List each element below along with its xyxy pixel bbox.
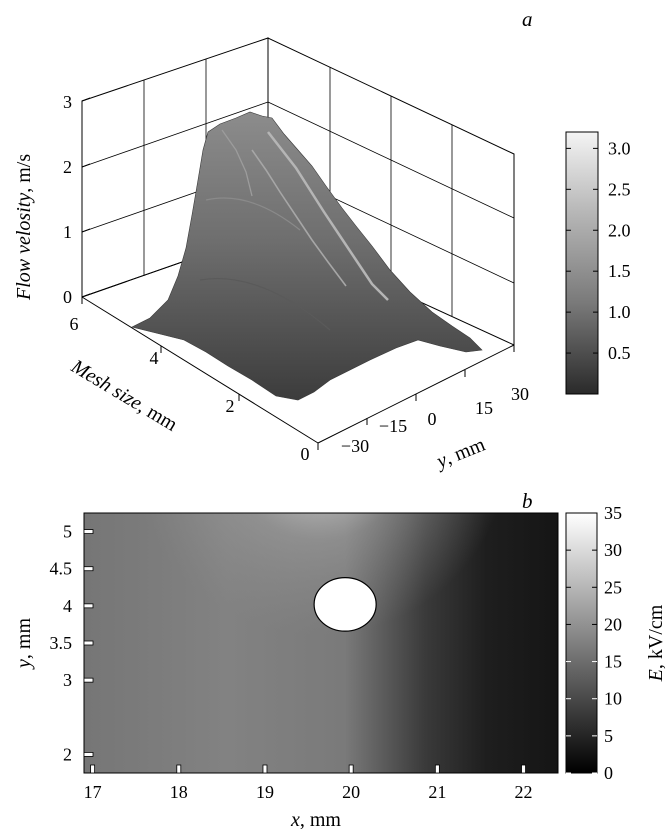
surface-ridge-2 — [251, 149, 347, 287]
z-tick-label: 1 — [63, 222, 72, 242]
field-ring-1 — [309, 402, 325, 490]
x-tick-label: 17 — [84, 782, 102, 802]
surface-ridge-4 — [205, 197, 301, 231]
y-tick-mark — [83, 677, 94, 683]
colorbar-a-tick-label: 0.5 — [608, 343, 631, 363]
x-tick-mark — [176, 764, 182, 774]
mesh-tick-label: 0 — [301, 444, 310, 464]
colorbar-a-tick-label: 2.0 — [608, 220, 631, 240]
surface-ridge-5 — [199, 277, 331, 331]
z-tick-label: 2 — [63, 157, 72, 177]
y-tick-label: 3.5 — [50, 633, 73, 653]
panel-b-label: b — [522, 489, 533, 513]
colorbar-a-tick-label: 1.0 — [608, 302, 631, 322]
colorbar-b-tick-label: 25 — [604, 577, 622, 597]
velocity-surface — [131, 111, 483, 401]
x-tick-mark — [521, 764, 526, 774]
colorbar-b-tick-label: 10 — [604, 689, 622, 709]
y-tick-mark — [83, 640, 94, 646]
surface-ridge-3 — [221, 129, 253, 197]
colorbar-b-tick-label: 5 — [604, 726, 613, 746]
y3d-tick-label: 15 — [475, 398, 493, 418]
electrode — [313, 577, 377, 632]
colorbar-b-ticks: 35 30 25 20 15 10 5 0 — [566, 503, 622, 783]
y-tick-label: 5 — [63, 522, 72, 542]
colorbar-b-tick-label: 20 — [604, 614, 622, 634]
y-tick-mark — [83, 566, 94, 572]
x-axis-b-label-name: x — [290, 809, 300, 831]
z-axis: 0 1 2 3 — [63, 92, 91, 307]
x-tick-label: 20 — [342, 782, 360, 802]
y3d-tick-label: 0 — [428, 409, 437, 429]
x-tick-label: 22 — [515, 782, 533, 802]
y3d-axis-label-unit: , mm — [442, 433, 489, 469]
colorbar-b-tick-label: 30 — [604, 540, 622, 560]
y-tick-mark — [83, 529, 94, 534]
panel-a: a — [13, 7, 631, 473]
colorbar-b — [565, 512, 598, 774]
z-axis-label-unit: , m/s — [13, 154, 35, 193]
panel-b: b 17 18 19 20 21 22 54.543.532 x, mm y, mm 35… — [13, 397, 667, 831]
surface-body — [131, 111, 483, 401]
x-axis-b-label: x, mm — [290, 809, 341, 831]
colorbar-a-ticks: 3.0 2.5 2.0 1.5 1.0 0.5 — [566, 138, 631, 363]
x-tick-mark — [262, 764, 268, 774]
colorbar-a-tick-label: 3.0 — [608, 138, 631, 158]
y-tick-label: 4.5 — [50, 559, 73, 579]
y-tick-mark — [83, 603, 94, 609]
x-tick-label: 21 — [428, 782, 446, 802]
y3d-tick-label: −30 — [341, 436, 369, 456]
y3d-axis-label: y, mm — [432, 433, 489, 473]
x-tick-mark — [90, 764, 96, 774]
mesh-axis-label-unit: , mm — [135, 396, 182, 436]
x-tick-mark — [348, 764, 354, 774]
y3d-tick-label: 30 — [511, 384, 529, 404]
z-axis-label: Flow velosity, m/s — [13, 154, 35, 301]
y-axis-b-label-name: y — [13, 659, 35, 670]
y-tick-label: 4 — [63, 596, 72, 616]
colorbar-b-label-name: E — [645, 669, 667, 682]
colorbar-a — [565, 131, 599, 395]
colorbar-b-label-unit: , kV/cm — [645, 604, 667, 669]
z-axis-label-name: Flow velosity — [13, 193, 35, 301]
colorbar-b-tick-label: 15 — [604, 652, 622, 672]
field-halo — [84, 513, 558, 773]
y-axis-b: 5 4.5 4 3.5 3 2 — [50, 522, 94, 764]
colorbar-b-tick-label: 35 — [604, 503, 622, 523]
colorbar-a-tick-label: 2.5 — [608, 179, 631, 199]
y-axis-b-label: y, mm — [13, 618, 35, 670]
y-tick-label: 2 — [63, 744, 72, 764]
z-tick-label: 0 — [63, 287, 72, 307]
y-tick-mark — [83, 752, 94, 757]
mesh-tick-label: 6 — [70, 314, 79, 334]
x-axis-b: 17 18 19 20 21 22 — [84, 764, 533, 802]
x-tick-mark — [434, 764, 440, 774]
z-tick-label: 3 — [63, 92, 72, 112]
mesh-tick-label: 4 — [150, 348, 159, 368]
x-tick-label: 19 — [256, 782, 274, 802]
field-ring-3 — [285, 397, 300, 495]
mesh-tick-label: 2 — [226, 396, 235, 416]
colorbar-a-tick-label: 1.5 — [608, 261, 631, 281]
field-heatmap — [84, 397, 558, 773]
y-tick-label: 3 — [63, 670, 72, 690]
colorbar-b-tick-label: 0 — [604, 763, 613, 783]
y3d-tick-label: −15 — [379, 416, 407, 436]
x-axis-b-label-unit: , mm — [300, 809, 342, 831]
mesh-axis-label-name: Mesh size — [67, 355, 146, 415]
y-axis-b-label-unit: , mm — [13, 618, 35, 660]
x-tick-label: 18 — [170, 782, 188, 802]
mesh-axis-label: Mesh size, mm — [67, 355, 182, 436]
colorbar-b-label: E, kV/cm — [645, 604, 667, 682]
y-axis-3d: −30 −15 0 15 30 — [317, 345, 529, 456]
surface-ridge-1 — [267, 131, 389, 301]
panel-a-label: a — [522, 7, 533, 31]
